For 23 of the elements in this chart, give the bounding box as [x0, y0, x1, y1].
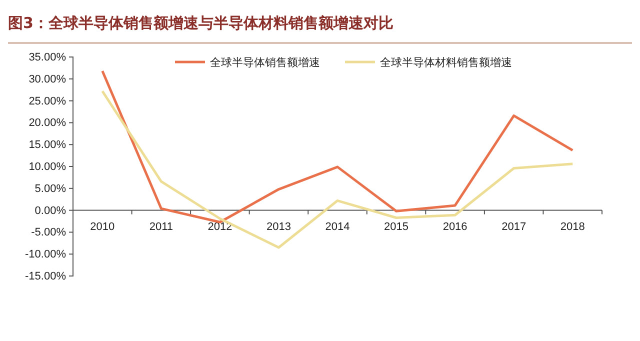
x-tick-label: 2010: [90, 221, 115, 234]
y-tick-label: 15.00%: [28, 139, 66, 152]
line-series: [101, 70, 574, 224]
legend-label: 全球半导体材料销售额增速: [380, 56, 512, 69]
y-tick-label: 30.00%: [28, 73, 66, 86]
chart-title: 图3：全球半导体销售额增速与半导体材料销售额增速对比: [8, 14, 394, 32]
x-tick-label: 2013: [266, 221, 291, 234]
y-tick-label: 20.00%: [28, 117, 66, 130]
y-tick-label: 25.00%: [28, 95, 66, 108]
x-tick-label: 2017: [502, 221, 526, 234]
y-tick-label: 10.00%: [28, 161, 66, 174]
x-tick-label: 2016: [442, 221, 468, 234]
y-tick-label: -15.00%: [25, 270, 66, 283]
legend-label: 全球半导体销售额增速: [210, 56, 320, 69]
y-tick-label: 0.00%: [34, 204, 66, 217]
x-tick-label: 2018: [560, 221, 585, 234]
y-tick-label: 5.00%: [34, 182, 66, 195]
y-tick-label: 35.00%: [28, 52, 66, 64]
x-tick-label: 2015: [384, 221, 409, 234]
y-tick-label: -10.00%: [25, 248, 66, 261]
y-tick-label: -5.00%: [31, 226, 66, 239]
x-tick-label: 2011: [149, 221, 173, 234]
x-tick-label: 2014: [325, 221, 350, 234]
